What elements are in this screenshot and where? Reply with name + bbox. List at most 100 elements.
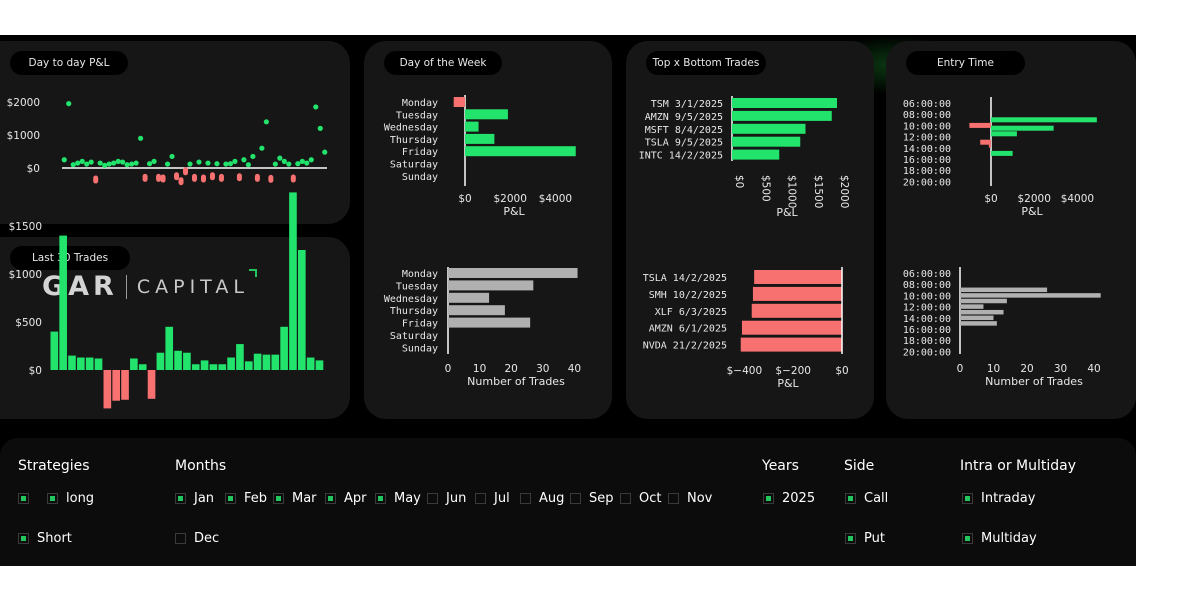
dow_count-category-label: Sunday: [402, 343, 438, 354]
month-option-jan[interactable]: Jan: [175, 490, 214, 506]
daily-pnl-point: [259, 145, 265, 151]
daily-pnl-point: [79, 158, 85, 164]
month-option-may[interactable]: May: [375, 490, 421, 506]
checkbox[interactable]: [668, 492, 679, 504]
month-option-jun[interactable]: Jun: [427, 490, 466, 506]
checkbox[interactable]: [175, 492, 186, 504]
side-option-call[interactable]: Call: [845, 490, 888, 506]
checkbox[interactable]: [962, 492, 973, 504]
daily-pnl-point: [313, 104, 319, 110]
option-label: Nov: [687, 490, 713, 506]
month-option-jul[interactable]: Jul: [475, 490, 510, 506]
checkbox[interactable]: [763, 492, 774, 504]
side-heading: Side: [844, 458, 875, 474]
bottom-trades-bar: [740, 337, 842, 352]
year-option-2025[interactable]: 2025: [763, 490, 815, 506]
month-option-apr[interactable]: Apr: [325, 490, 367, 506]
dow_pnl-bar: [465, 146, 576, 157]
entry_pnl-bar: [980, 139, 991, 145]
daily-pnl-point: [164, 161, 171, 167]
month-option-feb[interactable]: Feb: [225, 490, 267, 506]
entry_count-category-label: 18:00:00: [903, 336, 951, 347]
daily-pnl-point: [156, 173, 162, 182]
entry_count-xtick: 40: [1087, 363, 1100, 375]
dow-card: [364, 41, 612, 419]
month-option-dec[interactable]: Dec: [175, 530, 219, 546]
month-option-oct[interactable]: Oct: [620, 490, 661, 506]
entry_count-category-label: 06:00:00: [903, 269, 951, 280]
strategy-option-blank[interactable]: [18, 490, 29, 506]
checkbox[interactable]: [845, 492, 856, 504]
month-option-aug[interactable]: Aug: [520, 490, 564, 506]
entry_pnl-category-label: 08:00:00: [903, 110, 951, 121]
month-option-sep[interactable]: Sep: [570, 490, 614, 506]
option-label: Intraday: [981, 490, 1036, 506]
checkbox[interactable]: [520, 492, 531, 504]
daily-pnl-point: [295, 161, 301, 167]
checkbox[interactable]: [325, 492, 336, 504]
intra-option-multiday[interactable]: Multiday: [962, 530, 1037, 546]
daily-pnl-point: [286, 161, 292, 167]
daily-pnl-point: [146, 161, 153, 167]
dow_count-xtick: 40: [568, 363, 581, 375]
entry_count-category-label: 20:00:00: [903, 347, 951, 358]
last30-bar: [156, 352, 165, 370]
daily-pnl-point: [214, 161, 220, 167]
last30-ytick: $1500: [9, 221, 42, 233]
strategy-option-long[interactable]: long: [47, 490, 94, 506]
last30-bar: [50, 331, 59, 370]
daily-pnl-point: [88, 159, 94, 165]
daily-pnl-point: [245, 162, 251, 168]
strategies-heading: Strategies: [18, 458, 90, 474]
daily-pnl-point: [281, 158, 287, 164]
side-option-put[interactable]: Put: [845, 530, 885, 546]
checkbox[interactable]: [18, 492, 29, 504]
dow_pnl-bar: [465, 121, 479, 132]
checkbox[interactable]: [375, 492, 386, 504]
dow_pnl-category-label: Monday: [402, 98, 438, 109]
intra-option-intraday[interactable]: Intraday: [962, 490, 1035, 506]
checkbox[interactable]: [225, 492, 236, 504]
entry_count-category-label: 14:00:00: [903, 314, 951, 325]
last30-bar: [200, 360, 209, 370]
checkbox[interactable]: [620, 492, 631, 504]
daily-pnl-point: [304, 160, 310, 166]
entry-title: Entry Time: [906, 51, 1025, 75]
option-label: Call: [864, 490, 889, 506]
top-trades-xtick: $1000: [786, 175, 798, 208]
month-option-nov[interactable]: Nov: [668, 490, 712, 506]
checkbox[interactable]: [47, 492, 58, 504]
daily-pnl-point: [178, 177, 184, 186]
checkbox[interactable]: [570, 492, 581, 504]
years-heading: Years: [762, 458, 799, 474]
entry-card: [886, 41, 1136, 419]
logo-divider: [125, 274, 127, 299]
checkbox[interactable]: [175, 532, 186, 544]
entry_count-bar: [960, 304, 984, 309]
entry_pnl-category-label: 14:00:00: [903, 144, 951, 155]
strategy-option-short[interactable]: Short: [18, 530, 72, 546]
top-trades-category-label: TSLA 9/5/2025: [645, 138, 723, 149]
month-option-mar[interactable]: Mar: [273, 490, 317, 506]
checkbox[interactable]: [845, 532, 856, 544]
daily-pnl-point: [227, 161, 234, 167]
entry_count-xtick: 0: [957, 363, 964, 375]
checkbox[interactable]: [962, 532, 973, 544]
last30-bar: [280, 326, 288, 370]
daily-pnl-ytick: $2000: [7, 97, 40, 109]
last30-bar: [271, 354, 280, 370]
daily-pnl-point: [120, 159, 126, 165]
checkbox[interactable]: [475, 492, 486, 504]
option-label: Sep: [589, 490, 614, 506]
last30-bar: [209, 364, 218, 370]
option-label: May: [394, 490, 421, 506]
checkbox[interactable]: [18, 532, 29, 544]
daily-pnl-point: [232, 158, 238, 164]
checkbox[interactable]: [427, 492, 438, 504]
daily-pnl-point: [133, 160, 139, 166]
bottom-trades-category-label: AMZN 6/1/2025: [649, 324, 727, 335]
dow_pnl-category-label: Wednesday: [384, 123, 438, 134]
checkbox[interactable]: [273, 492, 284, 504]
option-label: Aug: [539, 490, 565, 506]
daily-pnl-point: [75, 160, 81, 166]
